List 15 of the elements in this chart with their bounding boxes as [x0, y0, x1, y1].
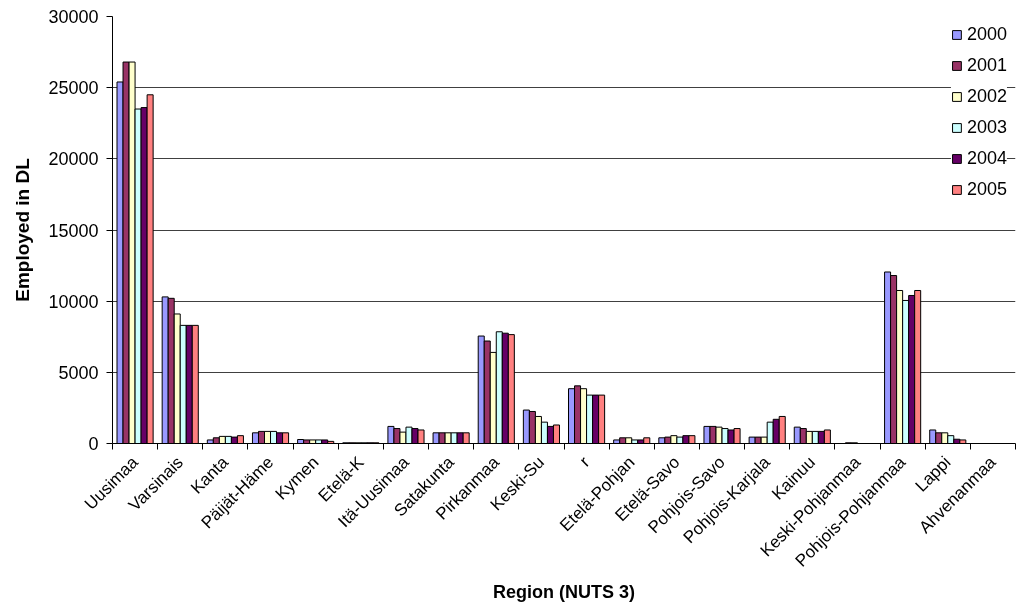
y-tick-label: 0	[88, 434, 99, 454]
legend-label: 2000	[966, 24, 1007, 45]
legend-label: 2005	[966, 179, 1007, 200]
legend-label: 2004	[966, 148, 1007, 169]
y-axis-title: Employed in DL	[12, 157, 34, 302]
y-tick-label: 20000	[48, 149, 99, 170]
legend-label: 2003	[966, 117, 1007, 138]
legend-label: 2001	[966, 55, 1007, 76]
y-tick-label: 5000	[58, 362, 99, 383]
y-tick-label: 25000	[48, 78, 99, 99]
y-tick-label: 10000	[48, 291, 99, 312]
x-axis-title: Region (NUTS 3)	[493, 582, 635, 603]
y-tick-label: 30000	[48, 7, 99, 27]
legend-label: 2002	[966, 86, 1007, 107]
y-tick-label: 15000	[48, 220, 99, 241]
